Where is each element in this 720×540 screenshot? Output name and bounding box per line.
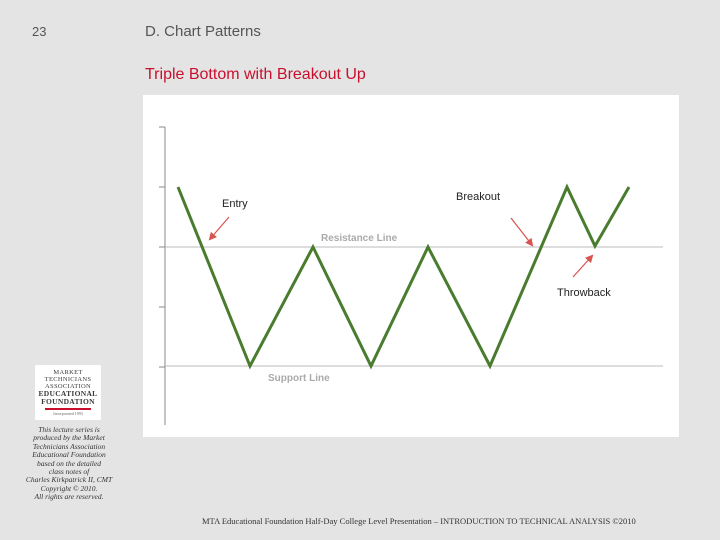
footer-text: MTA Educational Foundation Half-Day Coll… (202, 516, 636, 526)
credit-line: based on the detailed (37, 458, 101, 468)
logo-line: FOUNDATION (41, 397, 95, 406)
slide-title: Triple Bottom with Breakout Up (145, 66, 366, 83)
credit-line: This lecture series is (38, 425, 100, 434)
credit-line: Charles Kirkpatrick II, CMT (25, 475, 113, 485)
credit-line: All rights are reserved. (34, 492, 104, 502)
credit-line: produced by the Market (33, 433, 105, 443)
logo-line: MARKET (53, 369, 83, 376)
logo-divider (45, 408, 91, 410)
section-title: D. Chart Patterns (145, 23, 261, 40)
logo-line: EDUCATIONAL (38, 389, 98, 398)
credit-line: Educational Foundation (32, 450, 106, 460)
credit-notice: This lecture series is produced by the M… (14, 425, 124, 502)
credit-line: Copyright © 2010. (40, 483, 98, 493)
entry-label: Entry (222, 198, 248, 210)
logo-line: TECHNICIANS (44, 376, 92, 383)
slide-number: 23 (32, 24, 47, 39)
logo-line: ASSOCIATION (45, 383, 91, 390)
support-label: Support Line (268, 373, 330, 384)
credit-line: Technicians Association (32, 441, 106, 451)
diagram-canvas: Resistance Line Support Line Entry Break… (159, 126, 663, 425)
logo-tagline: Incorporated 1993 (53, 411, 83, 416)
resistance-label: Resistance Line (321, 233, 398, 244)
price-path (176, 183, 631, 370)
breakout-arrow (510, 217, 534, 247)
throwback-label: Throwback (557, 287, 611, 299)
mta-foundation-logo: MARKET TECHNICIANS ASSOCIATION EDUCATION… (35, 365, 101, 420)
credit-line: class notes of (48, 467, 90, 477)
breakout-label: Breakout (456, 191, 500, 203)
pattern-diagram: Resistance Line Support Line Entry Break… (143, 95, 679, 437)
throwback-arrow (572, 254, 594, 278)
entry-arrow (208, 216, 230, 241)
